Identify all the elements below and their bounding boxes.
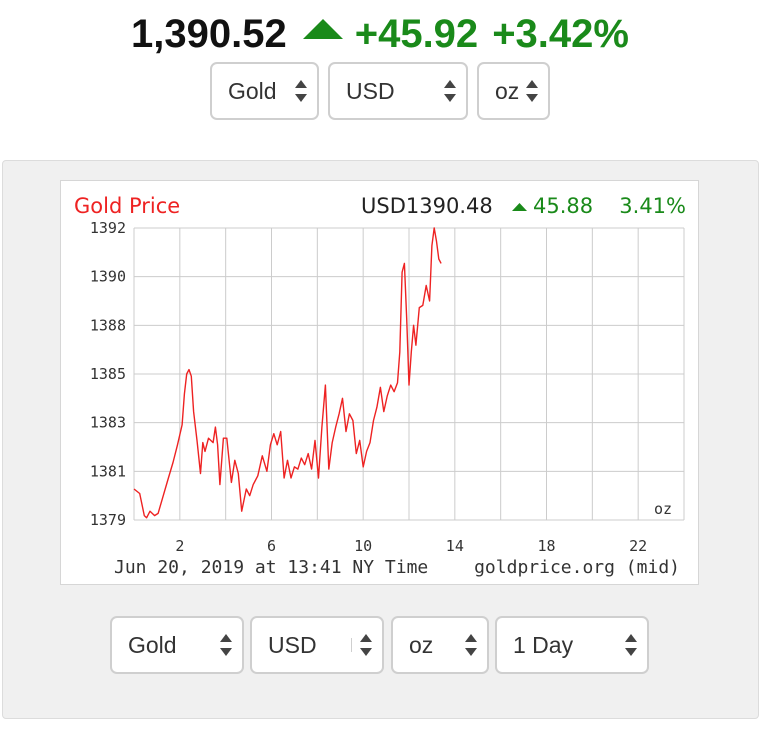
- chart-header-price: USD1390.48: [361, 194, 493, 218]
- chart-title: Gold Price: [74, 194, 180, 218]
- unit-select-top[interactable]: oz: [477, 62, 550, 120]
- metal-select-top[interactable]: Gold: [210, 62, 319, 120]
- y-tick-label: 1392: [90, 219, 126, 237]
- updown-arrows-icon: [465, 634, 477, 656]
- price-series-line: [133, 227, 442, 519]
- x-tick-label: 6: [267, 537, 276, 555]
- period-select-bottom[interactable]: 1 Day: [495, 616, 649, 674]
- currency-select-bottom[interactable]: USD: [250, 616, 384, 674]
- updown-arrows-icon: [295, 80, 307, 102]
- chart-header-change-percent: 3.41%: [619, 194, 686, 218]
- gold-price-chart: 1392 1390 1388 1385 1383 1381 1379 2 6 10 14 18 22 G…: [60, 180, 699, 585]
- currency-select-top-value: USD: [346, 78, 395, 104]
- chart-up-arrow-icon: [512, 203, 527, 211]
- y-tick-label: 1381: [90, 462, 126, 480]
- updown-arrows-icon: [444, 80, 456, 102]
- updown-arrows-icon: [625, 634, 637, 656]
- select-divider: [351, 638, 352, 652]
- chart-unit-label: oz: [654, 500, 672, 518]
- chart-source: goldprice.org (mid): [474, 557, 680, 578]
- y-tick-label: 1383: [90, 414, 126, 432]
- updown-arrows-icon: [526, 80, 538, 102]
- x-tick-label: 10: [354, 537, 372, 555]
- x-tick-label: 14: [446, 537, 464, 555]
- period-select-bottom-value: 1 Day: [513, 632, 574, 658]
- current-price: 1,390.52: [131, 12, 287, 56]
- price-ticker: 1,390.52 +45.92 +3.42%: [0, 8, 760, 60]
- x-tick-label: 22: [629, 537, 647, 555]
- y-tick-label: 1385: [90, 365, 126, 383]
- currency-select-top[interactable]: USD: [328, 62, 468, 120]
- metal-select-bottom[interactable]: Gold: [110, 616, 244, 674]
- y-tick-label: 1390: [90, 268, 126, 286]
- y-tick-label: 1388: [90, 316, 126, 334]
- updown-arrows-icon: [220, 634, 232, 656]
- up-arrow-icon: [302, 19, 343, 39]
- chart-canvas: 1392 1390 1388 1385 1383 1381 1379 2 6 10 14 18 22 G…: [74, 194, 686, 578]
- unit-select-bottom-value: oz: [409, 632, 434, 658]
- metal-select-top-value: Gold: [228, 78, 277, 104]
- x-tick-label: 2: [175, 537, 184, 555]
- unit-select-top-value: oz: [495, 78, 520, 104]
- price-change: +45.92: [354, 12, 479, 56]
- chart-timestamp: Jun 20, 2019 at 13:41 NY Time: [114, 557, 428, 578]
- unit-select-bottom[interactable]: oz: [391, 616, 489, 674]
- x-tick-label: 18: [537, 537, 555, 555]
- metal-select-bottom-value: Gold: [128, 632, 177, 658]
- updown-arrows-icon: [360, 634, 372, 656]
- y-tick-label: 1379: [90, 511, 126, 529]
- currency-select-bottom-value: USD: [268, 632, 317, 658]
- price-change-percent: +3.42%: [492, 12, 629, 56]
- chart-header-change: 45.88: [533, 194, 593, 218]
